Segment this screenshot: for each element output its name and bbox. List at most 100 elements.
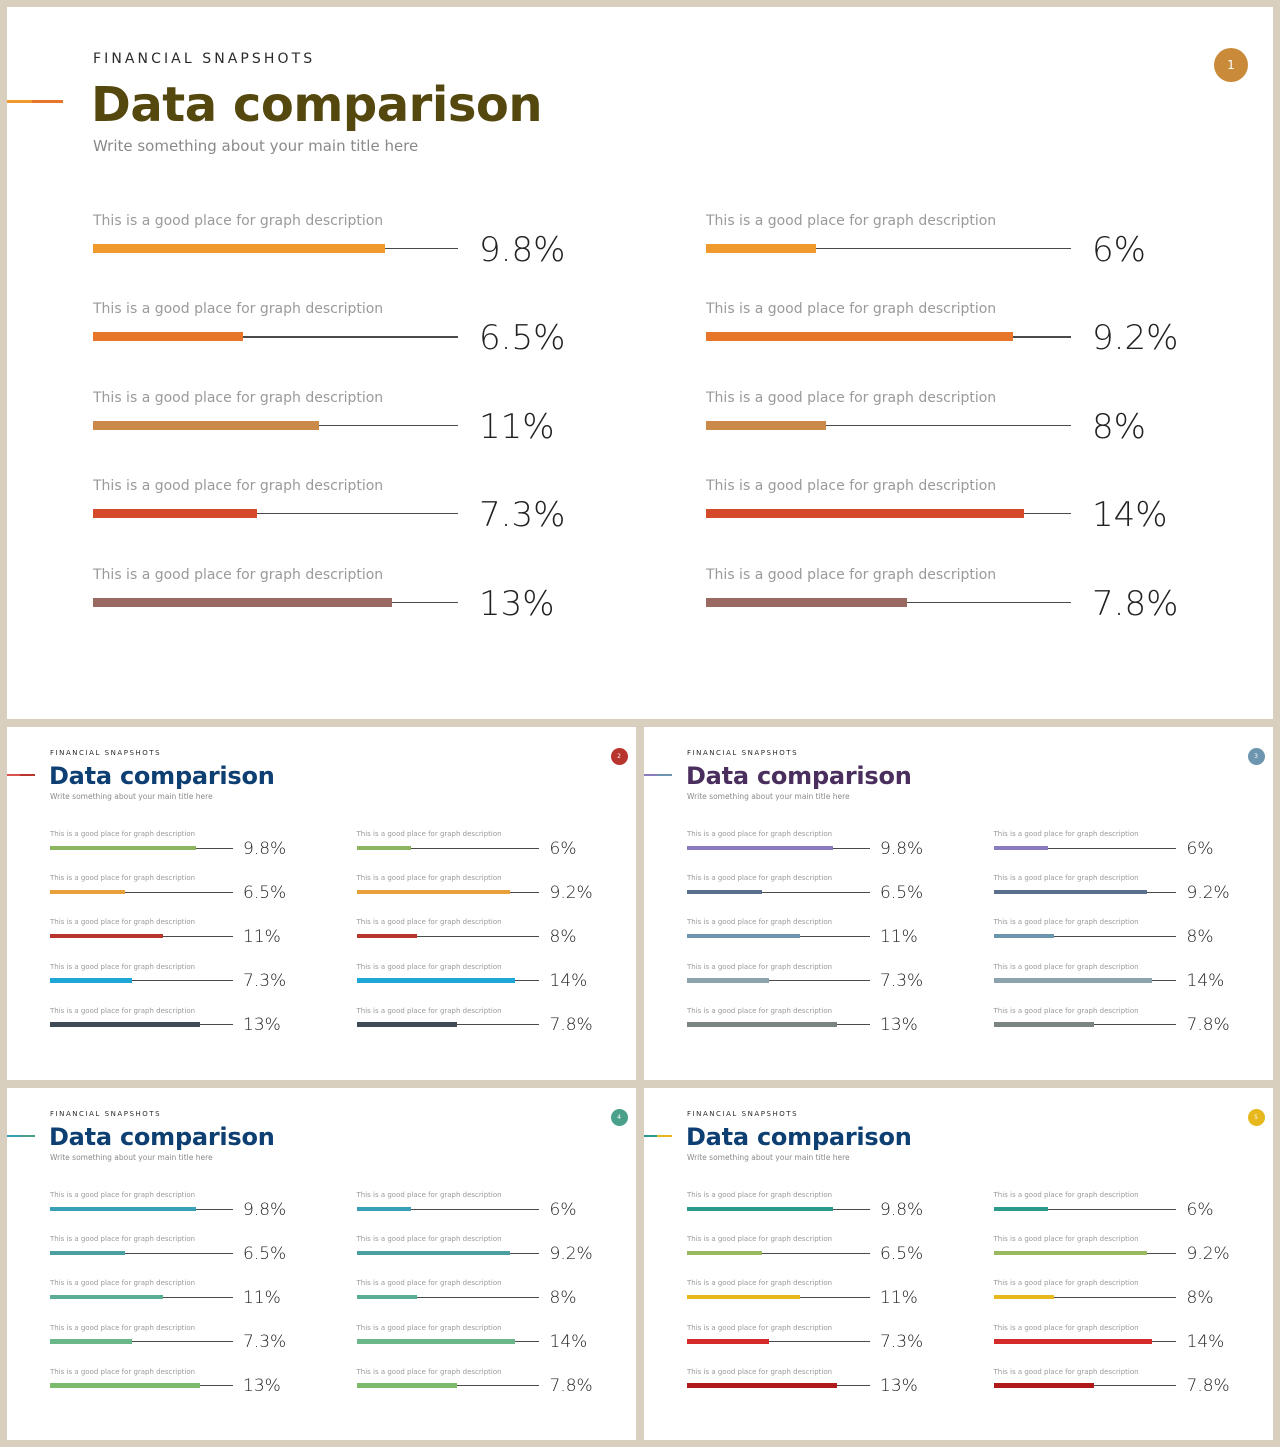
graph-row: This is a good place for graph descripti… — [356, 874, 610, 904]
percent-value: 13% — [880, 1015, 918, 1036]
percent-value: 9.2% — [1186, 1243, 1230, 1264]
graph-description: This is a good place for graph descripti… — [993, 874, 1139, 883]
bar-fill — [356, 1022, 457, 1027]
percent-value: 14% — [549, 971, 588, 992]
graph-description: This is a good place for graph descripti… — [356, 962, 502, 971]
bar-fill — [687, 1383, 837, 1388]
slide: FINANCIAL SNAPSHOTS Data comparison Write … — [7, 7, 1273, 719]
percent-value: 9.8% — [880, 1199, 924, 1220]
percent-value: 7.8% — [1186, 1376, 1230, 1397]
graph-row: This is a good place for graph descripti… — [50, 1007, 303, 1037]
graph-row: This is a good place for graph descripti… — [356, 1235, 610, 1265]
eyebrow-label: FINANCIAL SNAPSHOTS — [687, 749, 799, 757]
percent-value: 7.8% — [549, 1376, 593, 1397]
graph-description: This is a good place for graph descripti… — [706, 566, 997, 583]
bar-fill — [687, 1206, 833, 1211]
bar-fill — [993, 1022, 1094, 1027]
graph-row: This is a good place for graph descripti… — [50, 918, 303, 948]
bar-track — [50, 980, 233, 982]
graph-row: This is a good place for graph descripti… — [50, 1368, 303, 1398]
bar-fill — [50, 845, 196, 850]
percent-value: 13% — [243, 1015, 281, 1036]
graph-description: This is a good place for graph descripti… — [356, 1191, 502, 1199]
percent-value: 14% — [1186, 1332, 1225, 1353]
bar-fill — [50, 1206, 196, 1211]
eyebrow-label: FINANCIAL SNAPSHOTS — [93, 51, 316, 67]
graph-row: This is a good place for graph descripti… — [687, 963, 940, 993]
bar-track — [706, 248, 1071, 250]
graph-description: This is a good place for graph descripti… — [356, 874, 502, 883]
percent-value: 7.8% — [1186, 1015, 1230, 1036]
percent-value: 6% — [549, 838, 577, 859]
percent-value: 7.3% — [880, 971, 924, 992]
percent-value: 9.2% — [549, 1243, 593, 1264]
bar-fill — [50, 1022, 200, 1027]
accent-segment — [19, 773, 35, 776]
bar-fill — [687, 1339, 770, 1344]
bar-fill — [993, 933, 1054, 939]
graph-description: This is a good place for graph descripti… — [50, 1367, 196, 1376]
graph-description: This is a good place for graph descripti… — [993, 918, 1139, 927]
graph-row: This is a good place for graph descripti… — [706, 478, 1212, 538]
graph-row: This is a good place for graph descripti… — [687, 830, 940, 860]
slide: FINANCIAL SNAPSHOTS Data comparison Write … — [644, 727, 1273, 1080]
graph-description: This is a good place for graph descripti… — [993, 962, 1139, 971]
graph-row: This is a good place for graph descripti… — [50, 1191, 303, 1221]
page-subtitle: Write something about your main title he… — [93, 137, 419, 155]
graph-row: This is a good place for graph descripti… — [993, 1007, 1247, 1037]
percent-value: 14% — [1186, 971, 1225, 992]
graph-row: This is a good place for graph descripti… — [687, 1368, 940, 1398]
graph-description: This is a good place for graph descripti… — [687, 962, 833, 971]
graph-row: This is a good place for graph descripti… — [993, 874, 1247, 904]
graph-description: This is a good place for graph descripti… — [687, 1006, 833, 1015]
graph-description: This is a good place for graph descripti… — [356, 1367, 502, 1376]
graph-description: This is a good place for graph descripti… — [687, 830, 833, 838]
slide: FINANCIAL SNAPSHOTS Data comparison Write … — [7, 727, 636, 1080]
bar-fill — [93, 332, 243, 342]
page-subtitle: Write something about your main title he… — [687, 1153, 850, 1162]
percent-value: 11% — [880, 1287, 918, 1308]
graph-description: This is a good place for graph descripti… — [50, 1235, 196, 1244]
graph-description: This is a good place for graph descripti… — [687, 874, 833, 883]
percent-value: 9.8% — [880, 838, 924, 859]
eyebrow-label: FINANCIAL SNAPSHOTS — [50, 749, 162, 757]
bar-fill — [993, 1206, 1049, 1211]
graph-description: This is a good place for graph descripti… — [93, 389, 384, 406]
graph-row: This is a good place for graph descripti… — [50, 830, 303, 860]
graph-row: This is a good place for graph descripti… — [993, 918, 1247, 948]
bar-fill — [687, 845, 833, 850]
graph-description: This is a good place for graph descripti… — [50, 830, 196, 838]
bar-fill — [687, 1250, 762, 1256]
graph-row: This is a good place for graph descripti… — [50, 874, 303, 904]
page-subtitle: Write something about your main title he… — [50, 1153, 213, 1162]
percent-value: 11% — [243, 926, 281, 947]
page-title: Data comparison — [686, 1123, 912, 1151]
bar-fill — [356, 933, 417, 939]
page-subtitle: Write something about your main title he… — [50, 792, 213, 801]
graph-description: This is a good place for graph descripti… — [993, 1323, 1139, 1332]
percent-value: 6.5% — [880, 1243, 924, 1264]
accent-segment — [644, 773, 657, 776]
graph-row: This is a good place for graph descripti… — [993, 1323, 1247, 1354]
bar-fill — [706, 244, 816, 253]
graph-row: This is a good place for graph descripti… — [706, 390, 1212, 450]
graph-row: This is a good place for graph descripti… — [93, 213, 599, 273]
bar-fill — [93, 420, 320, 430]
graph-description: This is a good place for graph descripti… — [687, 1235, 833, 1244]
title-accent-line — [644, 1134, 672, 1137]
bar-fill — [50, 1294, 164, 1300]
bar-fill — [356, 889, 510, 895]
graph-row: This is a good place for graph descripti… — [687, 1007, 940, 1037]
percent-value: 13% — [243, 1376, 281, 1397]
graph-row: This is a good place for graph descripti… — [93, 390, 599, 450]
bar-fill — [356, 1294, 417, 1300]
graph-description: This is a good place for graph descripti… — [687, 918, 833, 927]
graph-row: This is a good place for graph descripti… — [706, 301, 1212, 361]
bar-track — [687, 980, 870, 982]
page-title: Data comparison — [91, 77, 543, 133]
bar-track — [356, 847, 539, 849]
graph-description: This is a good place for graph descripti… — [93, 213, 384, 229]
bar-fill — [50, 1250, 125, 1256]
graph-description: This is a good place for graph descripti… — [687, 1323, 833, 1332]
graph-row: This is a good place for graph descripti… — [356, 1191, 610, 1221]
